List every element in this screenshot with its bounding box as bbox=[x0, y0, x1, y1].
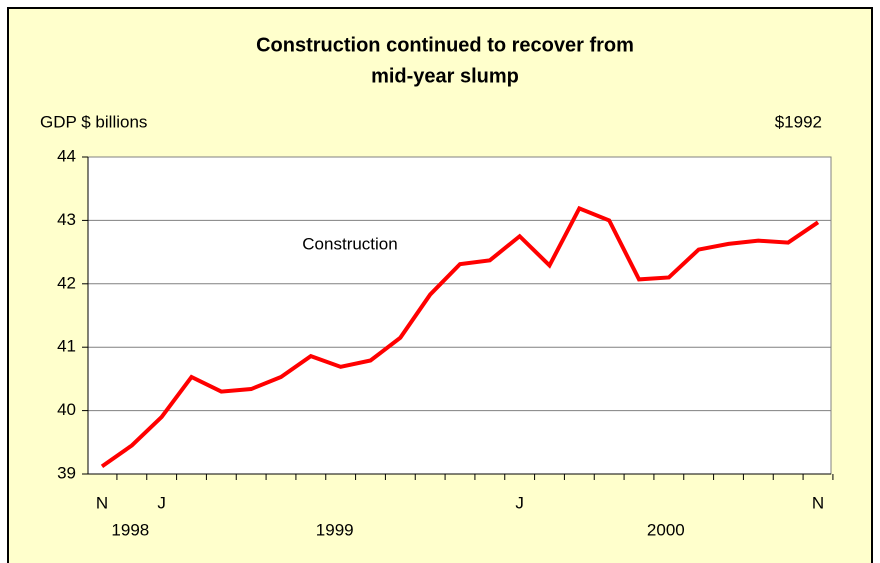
x-tick-label: J bbox=[157, 493, 166, 512]
year-label: 2000 bbox=[647, 520, 685, 539]
y-tick-label: 44 bbox=[57, 146, 76, 165]
year-label: 1998 bbox=[111, 520, 149, 539]
y-tick-label: 41 bbox=[57, 337, 76, 356]
chart-title-line2: mid-year slump bbox=[371, 65, 519, 87]
plot-area bbox=[87, 156, 832, 475]
chart-title: Construction continued to recover from bbox=[256, 34, 634, 56]
y-tick-label: 43 bbox=[57, 210, 76, 229]
y-tick-label: 39 bbox=[57, 463, 76, 482]
y-axis-label: GDP $ billions bbox=[40, 112, 147, 131]
line-series bbox=[100, 205, 820, 469]
annotation: Construction bbox=[302, 234, 397, 253]
x-tick-label: J bbox=[515, 493, 524, 512]
x-tick-label: N bbox=[96, 493, 108, 512]
units-note: $1992 bbox=[775, 112, 822, 131]
year-label: 1999 bbox=[316, 520, 354, 539]
y-tick-label: 40 bbox=[57, 400, 76, 419]
x-tick-label: N bbox=[812, 493, 824, 512]
y-tick-label: 42 bbox=[57, 273, 76, 292]
